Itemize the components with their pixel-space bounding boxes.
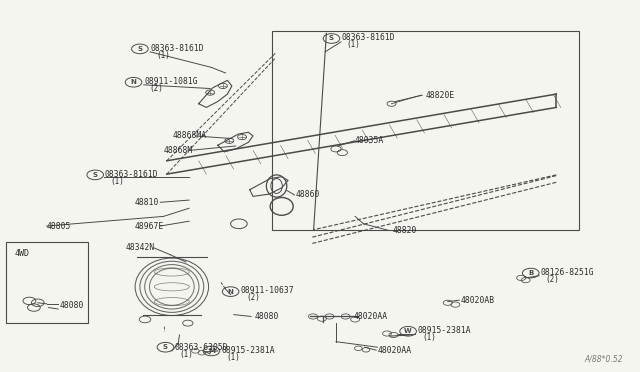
- Text: 48805: 48805: [47, 221, 71, 231]
- Text: 08363-8161D: 08363-8161D: [342, 33, 396, 42]
- Text: 08363-8161D: 08363-8161D: [105, 170, 159, 179]
- Text: 48868M: 48868M: [164, 146, 193, 155]
- Text: 48020AA: 48020AA: [378, 346, 412, 355]
- Text: M: M: [208, 348, 215, 354]
- Text: (1): (1): [179, 350, 193, 359]
- Bar: [272, 31, 579, 231]
- Text: (1): (1): [347, 40, 361, 49]
- Text: 08911-1081G: 08911-1081G: [145, 77, 198, 86]
- Text: (1): (1): [423, 333, 436, 342]
- Text: 4WD: 4WD: [15, 249, 29, 258]
- Text: S: S: [163, 344, 168, 350]
- Text: 48860: 48860: [296, 190, 320, 199]
- Text: 48080: 48080: [60, 301, 84, 310]
- Text: (2): (2): [545, 275, 559, 284]
- Text: S: S: [93, 172, 98, 178]
- Text: 08363-6305D: 08363-6305D: [174, 343, 228, 352]
- Bar: [6, 241, 88, 323]
- Text: 48342N: 48342N: [125, 243, 154, 252]
- Text: S: S: [138, 46, 143, 52]
- Text: 48810: 48810: [135, 198, 159, 207]
- Text: 08363-8161D: 08363-8161D: [151, 44, 204, 52]
- Text: 48020AA: 48020AA: [354, 312, 388, 321]
- Text: (2): (2): [246, 294, 260, 302]
- Text: 48020AB: 48020AB: [461, 296, 495, 305]
- Text: (2): (2): [150, 84, 163, 93]
- Text: 48035A: 48035A: [355, 136, 385, 145]
- Text: 08915-2381A: 08915-2381A: [418, 326, 471, 335]
- Text: (1): (1): [226, 353, 240, 362]
- Text: B: B: [528, 270, 533, 276]
- Text: (1): (1): [156, 51, 170, 60]
- Text: 48820E: 48820E: [426, 91, 455, 100]
- Text: N: N: [131, 79, 136, 85]
- Text: 48868MA: 48868MA: [173, 131, 207, 141]
- Text: 08126-8251G: 08126-8251G: [540, 268, 594, 277]
- Text: 08915-2381A: 08915-2381A: [221, 346, 275, 355]
- Text: S: S: [329, 35, 334, 42]
- Text: 08911-10637: 08911-10637: [241, 286, 294, 295]
- Text: 48080: 48080: [255, 312, 279, 321]
- Text: (1): (1): [110, 177, 124, 186]
- Text: N: N: [228, 289, 234, 295]
- Text: 48967E: 48967E: [135, 221, 164, 231]
- Text: W: W: [404, 328, 412, 334]
- Text: 48820: 48820: [393, 226, 417, 235]
- Text: A/88*0.52: A/88*0.52: [585, 354, 623, 363]
